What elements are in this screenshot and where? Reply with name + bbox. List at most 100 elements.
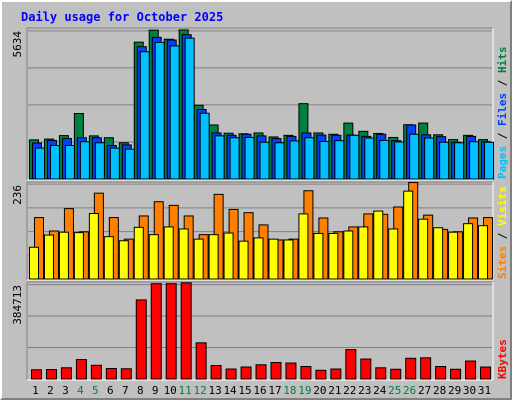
legend-sites: Sites bbox=[496, 246, 509, 279]
bar-pages-day-31 bbox=[484, 141, 495, 180]
bar-kbytes-day-5 bbox=[90, 364, 102, 380]
day-label-20: 20 bbox=[313, 384, 326, 397]
day-label-11: 11 bbox=[179, 384, 192, 397]
bar-visits-day-2 bbox=[43, 234, 54, 280]
day-label-26: 26 bbox=[403, 384, 416, 397]
bar-visits-day-9 bbox=[148, 234, 159, 280]
bar-visits-day-23 bbox=[358, 226, 369, 280]
bar-pages-day-2 bbox=[49, 144, 60, 180]
day-label-4: 4 bbox=[77, 384, 84, 397]
bar-visits-day-21 bbox=[328, 232, 339, 280]
bar-visits-day-29 bbox=[448, 231, 459, 280]
bar-kbytes-day-7 bbox=[120, 368, 132, 380]
bar-pages-day-29 bbox=[454, 142, 465, 180]
day-label-18: 18 bbox=[283, 384, 296, 397]
panel-visits-sites: 236 Sites / Visits bbox=[11, 181, 509, 281]
bar-kbytes-day-6 bbox=[105, 368, 117, 380]
bar-pages-day-20 bbox=[319, 140, 330, 180]
bar-kbytes-day-9 bbox=[150, 283, 162, 380]
bar-visits-day-26 bbox=[403, 190, 414, 280]
bar-kbytes-day-12 bbox=[195, 342, 207, 380]
day-label-22: 22 bbox=[343, 384, 356, 397]
day-label-8: 8 bbox=[137, 384, 144, 397]
bar-kbytes-day-10 bbox=[165, 283, 177, 380]
legend-kbytes: KBytes bbox=[496, 339, 509, 379]
day-label-27: 27 bbox=[418, 384, 431, 397]
legend-separator: / bbox=[496, 226, 509, 246]
day-label-2: 2 bbox=[47, 384, 54, 397]
bar-kbytes-day-19 bbox=[300, 366, 312, 380]
bar-kbytes-day-23 bbox=[360, 358, 372, 380]
bar-pages-day-28 bbox=[439, 141, 450, 180]
day-label-19: 19 bbox=[298, 384, 311, 397]
bar-kbytes-day-8 bbox=[135, 299, 147, 380]
legend-visits-sites: Sites / Visits bbox=[496, 186, 509, 279]
bar-visits-day-4 bbox=[73, 232, 84, 280]
bar-pages-day-24 bbox=[379, 139, 390, 180]
bar-pages-day-27 bbox=[424, 137, 435, 180]
legend-files: Files bbox=[496, 93, 509, 126]
chart-title: Daily usage for October 2025 bbox=[21, 10, 223, 24]
bar-kbytes-day-4 bbox=[75, 359, 87, 380]
panel-hits-files-pages: 5634 Pages / Files / Hits bbox=[11, 27, 509, 181]
y-max-label: 5634 bbox=[11, 31, 24, 58]
bar-pages-day-30 bbox=[469, 141, 480, 180]
bar-kbytes-day-21 bbox=[330, 368, 342, 380]
bar-pages-day-3 bbox=[64, 144, 75, 180]
bar-pages-day-13 bbox=[214, 135, 225, 180]
bar-pages-day-8 bbox=[139, 51, 150, 180]
bar-visits-day-17 bbox=[268, 238, 279, 280]
bar-pages-day-26 bbox=[409, 133, 420, 180]
bar-visits-day-27 bbox=[418, 218, 429, 280]
bar-kbytes-day-26 bbox=[405, 357, 417, 380]
bar-kbytes-day-20 bbox=[315, 369, 327, 380]
bar-visits-day-28 bbox=[433, 227, 444, 280]
bar-pages-day-1 bbox=[35, 147, 45, 180]
bar-pages-day-21 bbox=[334, 140, 345, 180]
y-max-label: 236 bbox=[11, 185, 24, 205]
bar-pages-day-22 bbox=[349, 134, 360, 180]
bar-kbytes-day-14 bbox=[225, 368, 237, 380]
bar-visits-day-10 bbox=[163, 226, 174, 280]
panel-kbytes: 384713 KBytes bbox=[11, 281, 509, 381]
day-label-30: 30 bbox=[463, 384, 476, 397]
bar-visits-day-15 bbox=[238, 240, 249, 280]
chart-panels: 5634 Pages / Files / Hits 236 Sites / Visit… bbox=[11, 27, 509, 381]
bar-pages-day-18 bbox=[289, 140, 300, 180]
bar-visits-day-19 bbox=[298, 213, 309, 280]
bar-pages-day-19 bbox=[304, 137, 315, 180]
bar-kbytes-day-18 bbox=[285, 362, 297, 380]
day-label-5: 5 bbox=[92, 384, 99, 397]
bar-visits-day-13 bbox=[208, 234, 219, 280]
bar-kbytes-day-28 bbox=[435, 366, 447, 380]
bar-pages-day-14 bbox=[229, 137, 240, 180]
bar-pages-day-4 bbox=[79, 141, 90, 180]
bar-visits-day-5 bbox=[88, 213, 99, 280]
bar-kbytes-day-11 bbox=[180, 282, 192, 380]
day-label-1: 1 bbox=[32, 384, 39, 397]
day-label-3: 3 bbox=[62, 384, 69, 397]
bar-pages-day-12 bbox=[199, 112, 210, 180]
day-label-17: 17 bbox=[268, 384, 281, 397]
legend-hits: Hits bbox=[496, 47, 509, 74]
bar-kbytes-day-3 bbox=[60, 367, 72, 380]
bar-visits-day-12 bbox=[193, 238, 204, 280]
bar-visits-day-16 bbox=[253, 237, 264, 280]
x-axis-labels: 1 2 3 4 5 6 7 8 9 10 11 12 13 14 15 16 17 18 19 20 21 22 23 24 2… bbox=[32, 384, 491, 397]
day-label-6: 6 bbox=[107, 384, 114, 397]
day-label-31: 31 bbox=[478, 384, 491, 397]
bar-visits-day-1 bbox=[29, 246, 39, 280]
bar-pages-day-10 bbox=[169, 45, 180, 180]
bar-visits-day-24 bbox=[373, 210, 384, 280]
bar-kbytes-day-1 bbox=[31, 369, 42, 380]
bar-visits-day-11 bbox=[178, 228, 189, 280]
legend-kbytes: KBytes bbox=[496, 339, 509, 379]
bar-kbytes-day-25 bbox=[390, 368, 402, 380]
day-label-15: 15 bbox=[238, 384, 251, 397]
bar-visits-day-8 bbox=[133, 226, 144, 280]
y-max-label: 384713 bbox=[11, 285, 24, 325]
day-label-21: 21 bbox=[328, 384, 341, 397]
day-label-28: 28 bbox=[433, 384, 446, 397]
legend-separator: / bbox=[496, 126, 509, 146]
